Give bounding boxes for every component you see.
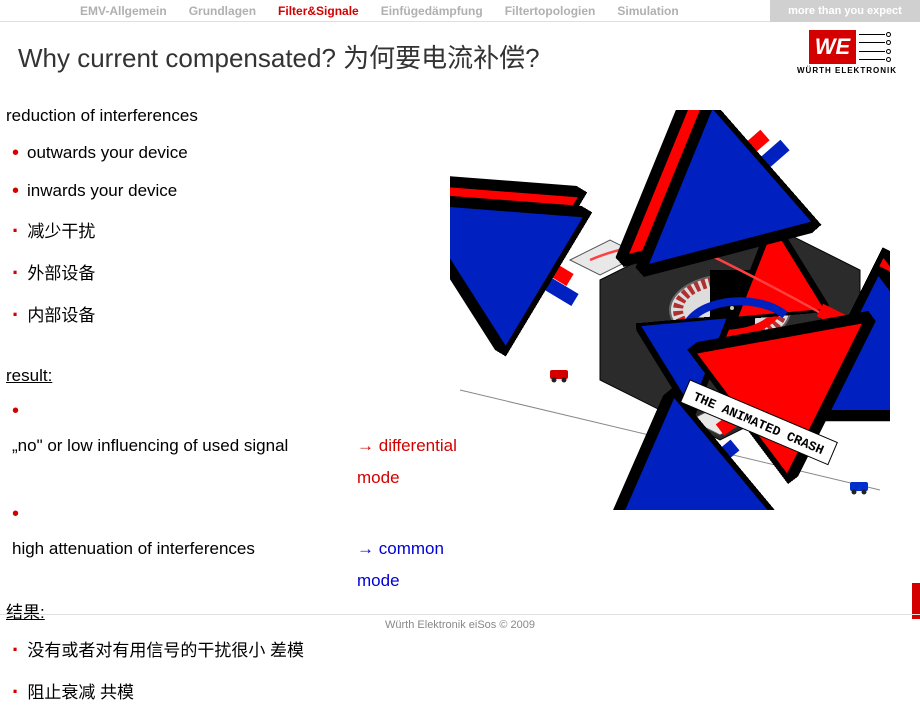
brand-logo: WE WÜRTH ELEKTRONIK — [792, 30, 902, 75]
logo-initials: WE — [809, 30, 856, 64]
nav-item-simulation[interactable]: Simulation — [617, 4, 678, 18]
nav-item-emv[interactable]: EMV-Allgemein — [80, 4, 167, 18]
result-text-2: high attenuation of interferences — [12, 533, 357, 598]
arrow-pair-left — [520, 250, 575, 300]
bullet-en-1: outwards your device — [12, 134, 440, 172]
bullet-cn-3: 内部设备 — [12, 294, 440, 336]
result-text-1: „no" or low influencing of used signal — [12, 430, 357, 495]
tagline: more than you expect — [770, 0, 920, 22]
logo-subtitle: WÜRTH ELEKTRONIK — [792, 66, 902, 75]
result-heading-en: result: — [6, 360, 440, 392]
slide-title: Why current compensated? 为何要电流补偿? — [0, 22, 920, 75]
bullet-cn-1: 减少干扰 — [12, 210, 440, 252]
logo-lines-icon — [856, 30, 885, 64]
nav-item-einfuege[interactable]: Einfügedämpfung — [381, 4, 483, 18]
bullet-cn-2: 外部设备 — [12, 252, 440, 294]
result-cn-1: 没有或者对有用信号的干扰很小 差模 — [12, 629, 440, 671]
arrow-blue-icon: → common mode — [357, 533, 444, 598]
bullet-en-2: inwards your device — [12, 172, 440, 210]
choke-diagram: THE ANIMATED CRASH — [450, 110, 890, 480]
result-row-1: „no" or low influencing of used signal →… — [12, 392, 440, 495]
arrow-pair-tl — [725, 135, 785, 180]
section1-heading: reduction of interferences — [6, 100, 440, 132]
nav-item-topologien[interactable]: Filtertopologien — [505, 4, 596, 18]
nav-item-grundlagen[interactable]: Grundlagen — [189, 4, 256, 18]
car-blue-icon — [850, 482, 868, 495]
result-row-2: high attenuation of interferences → comm… — [12, 495, 440, 598]
nav-item-filter[interactable]: Filter&Signale — [278, 4, 359, 18]
arrow-red-icon: → differential mode — [357, 430, 457, 495]
footer-copyright: Würth Elektronik eiSos © 2009 — [0, 614, 920, 631]
car-red-icon — [550, 370, 568, 383]
result-cn-2: 阻止衰减 共模 — [12, 671, 440, 713]
